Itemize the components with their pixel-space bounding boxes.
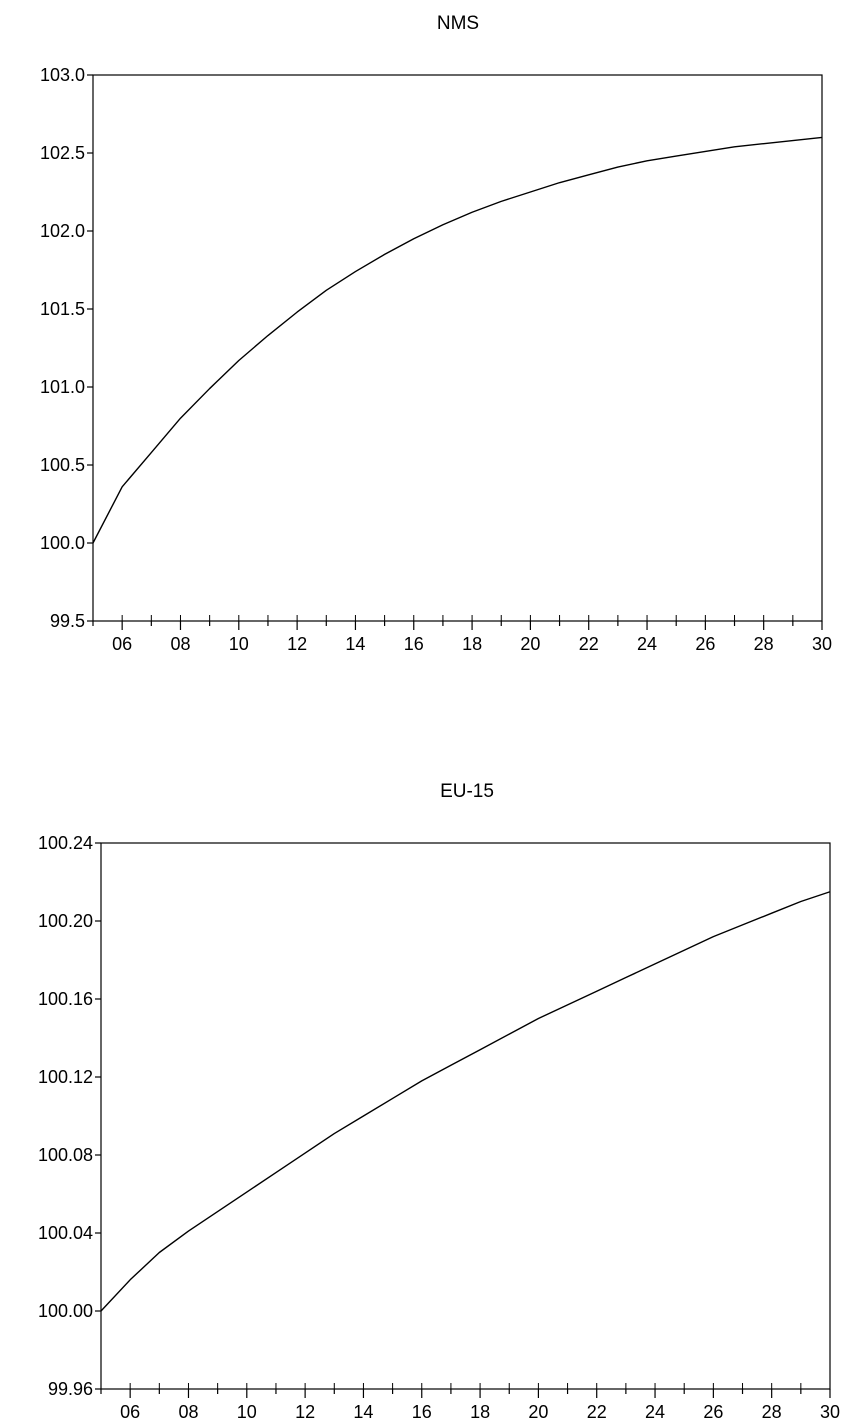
chart-title-nms: NMS: [437, 13, 479, 34]
x-tick-label: 12: [287, 634, 307, 654]
y-tick-label: 102.0: [40, 221, 85, 241]
x-tick-label: 10: [237, 1402, 257, 1422]
x-tick-label: 18: [462, 634, 482, 654]
x-tick-label: 20: [520, 634, 540, 654]
x-tick-label: 28: [762, 1402, 782, 1422]
x-axis-eu15: 06 08 10 12 14 16 18 20 22 24 26 28 30: [100, 1383, 840, 1422]
x-tick-label: 14: [353, 1402, 373, 1422]
x-tick-label: 18: [470, 1402, 490, 1422]
x-axis-nms: 06 08 10 12 14 16 18 20 22 24 26 28 30: [92, 615, 832, 654]
x-tick-label: 28: [754, 634, 774, 654]
x-tick-label: 16: [404, 634, 424, 654]
y-tick-label: 100.04: [38, 1223, 93, 1243]
chart-eu15: EU-15 99.96 100.00 100.04 100.08 100.12 100.1…: [38, 781, 840, 1422]
y-tick-label: 100.12: [38, 1067, 93, 1087]
y-tick-label: 102.5: [40, 143, 85, 163]
x-tick-label: 08: [170, 634, 190, 654]
x-tick-label: 20: [528, 1402, 548, 1422]
plot-frame-eu15: [100, 842, 831, 1390]
x-tick-label: 12: [295, 1402, 315, 1422]
x-tick-label: 14: [345, 634, 365, 654]
x-tick-label: 16: [412, 1402, 432, 1422]
series-eu15: [100, 891, 831, 1312]
chart-nms: NMS 99.5 100.0 100.5 101.0 101.5 102.0 102.5 10…: [40, 13, 832, 654]
y-tick-label: 99.5: [50, 611, 85, 631]
y-tick-label: 99.96: [48, 1379, 93, 1399]
chart-title-eu15: EU-15: [440, 781, 494, 802]
x-tick-label: 06: [112, 634, 132, 654]
series-nms: [92, 136, 823, 544]
x-tick-label: 06: [120, 1402, 140, 1422]
y-tick-label: 100.16: [38, 989, 93, 1009]
y-tick-label: 100.20: [38, 911, 93, 931]
y-tick-label: 101.5: [40, 299, 85, 319]
y-tick-label: 100.00: [38, 1301, 93, 1321]
x-tick-label: 22: [587, 1402, 607, 1422]
x-tick-label: 30: [812, 634, 832, 654]
x-tick-label: 24: [637, 634, 657, 654]
y-tick-label: 100.08: [38, 1145, 93, 1165]
x-tick-label: 30: [820, 1402, 840, 1422]
x-tick-label: 08: [178, 1402, 198, 1422]
y-tick-label: 100.5: [40, 455, 85, 475]
plot-frame-nms: [92, 74, 823, 622]
y-axis-eu15: 99.96 100.00 100.04 100.08 100.12 100.16 100.2…: [38, 833, 101, 1399]
series-line: [92, 136, 823, 544]
y-axis-nms: 99.5 100.0 100.5 101.0 101.5 102.0 102.5 103.0: [40, 65, 93, 631]
x-tick-label: 22: [579, 634, 599, 654]
x-tick-label: 26: [695, 634, 715, 654]
y-tick-label: 103.0: [40, 65, 85, 85]
x-tick-label: 26: [703, 1402, 723, 1422]
y-tick-label: 101.0: [40, 377, 85, 397]
y-tick-label: 100.24: [38, 833, 93, 853]
series-line: [100, 891, 831, 1312]
y-tick-label: 100.0: [40, 533, 85, 553]
x-tick-label: 24: [645, 1402, 665, 1422]
x-tick-label: 10: [229, 634, 249, 654]
